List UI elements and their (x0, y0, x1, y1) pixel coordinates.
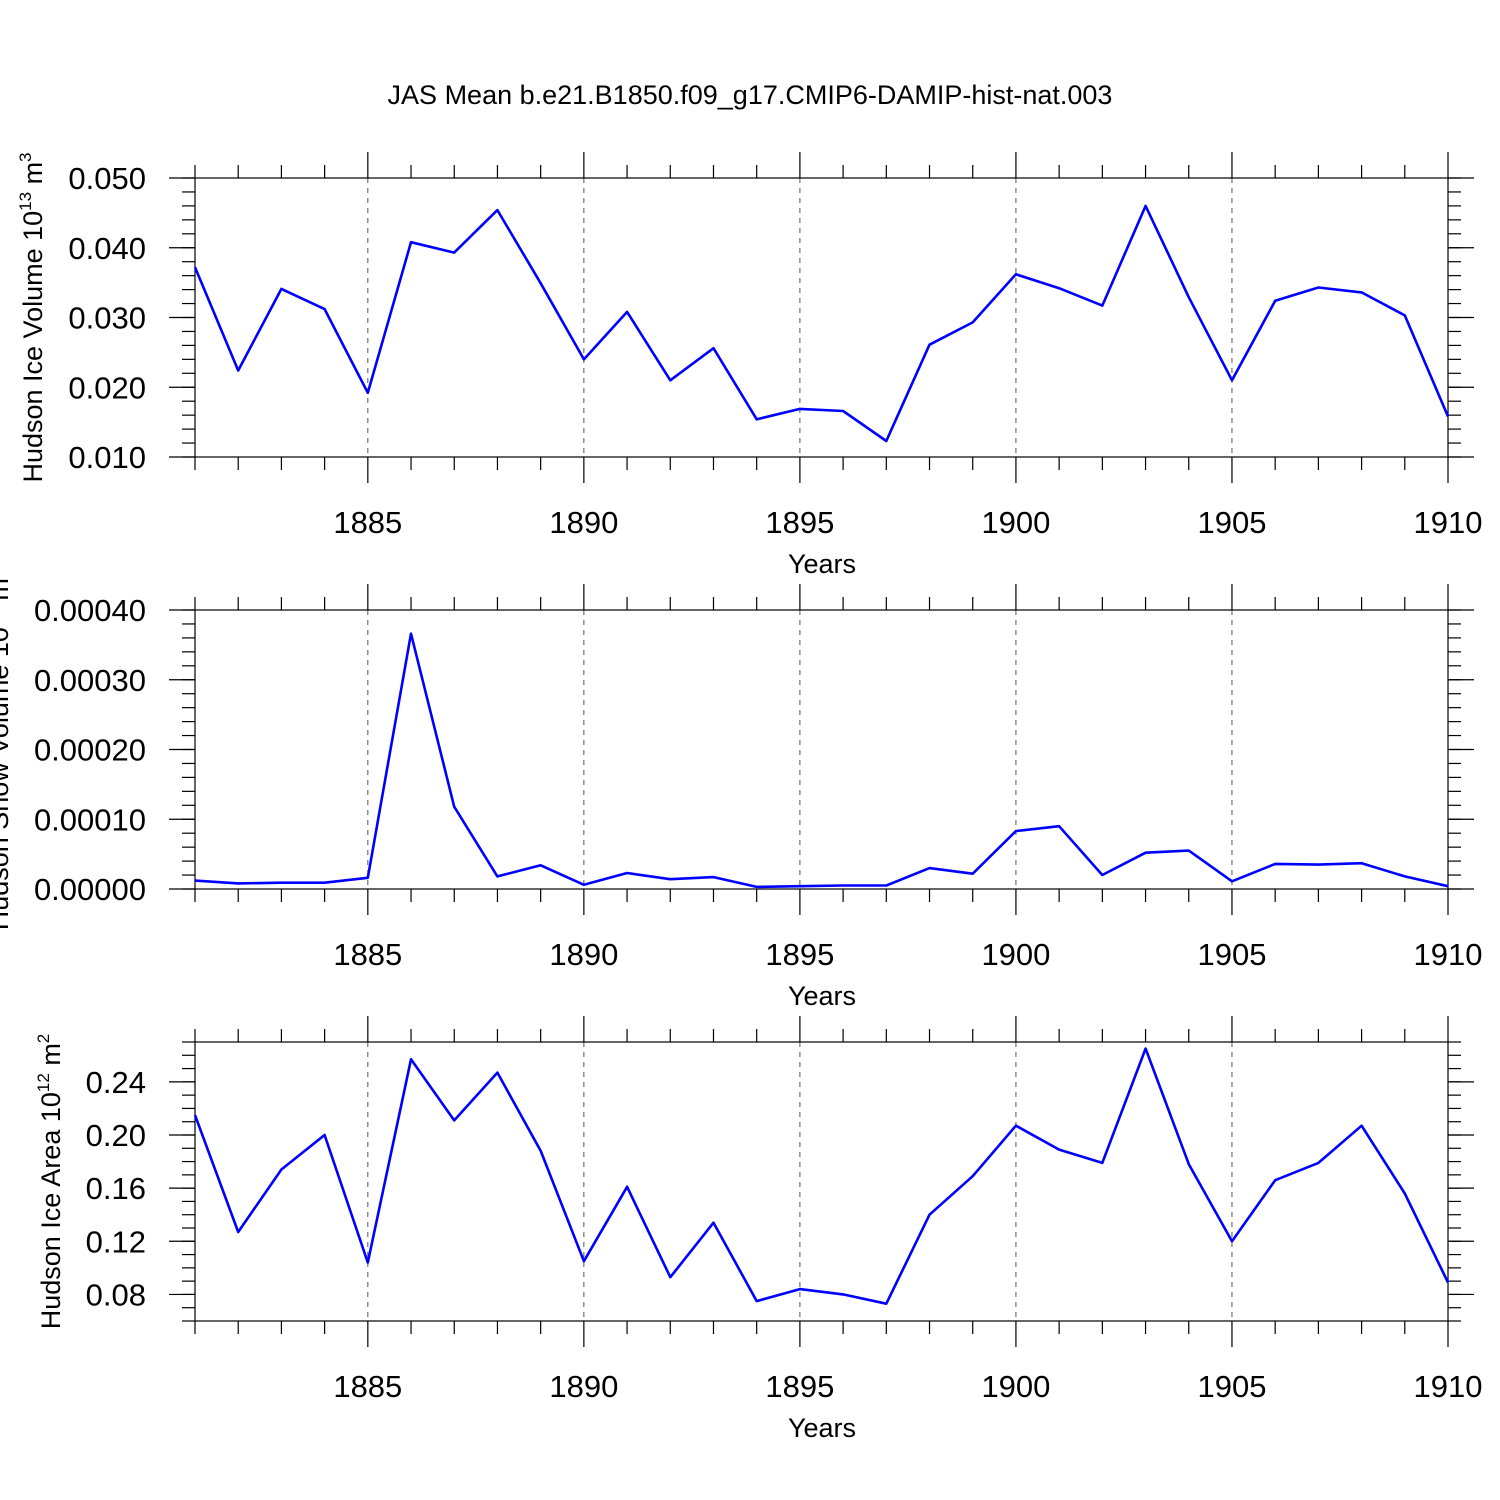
y-axis-label-unit: m (36, 1043, 66, 1073)
series-line (194, 632, 1449, 889)
y-tick-label: 0.16 (86, 1171, 146, 1206)
x-tick-label: 1900 (981, 937, 1050, 972)
chart-title: JAS Mean b.e21.B1850.f09_g17.CMIP6-DAMIP… (388, 80, 1113, 110)
y-axis-label-exponent: 13 (16, 192, 35, 211)
x-tick-label: 1895 (765, 937, 834, 972)
y-axis-label: Hudson Ice Area 1012 m2 (34, 1034, 66, 1330)
x-tick-label: 1900 (981, 505, 1050, 540)
y-tick-label: 0.00000 (34, 872, 146, 907)
x-tick-label: 1910 (1414, 1369, 1483, 1404)
y-axis-label-unit: m (0, 578, 14, 608)
y-axis-label-text: Hudson Snow Volume 10 (0, 627, 14, 930)
panel-ice-volume: 0.010 0.020 0.030 0.040 0.050 1885 1890 1895 190… (16, 152, 1482, 579)
panel-snow-volume: 0.00000 0.00010 0.00020 0.00030 0.00040 1885 1… (0, 569, 1482, 1011)
x-axis-label: Years (788, 549, 856, 579)
series-line (193, 204, 1450, 443)
x-tick-label: 1910 (1414, 505, 1483, 540)
y-tick-label: 0.24 (86, 1065, 146, 1100)
plot-frame (194, 1041, 1449, 1322)
x-tick-label: 1905 (1197, 505, 1266, 540)
y-axis-label-unit-exponent: 3 (0, 569, 1, 578)
y-tick-label: 0.020 (68, 370, 146, 405)
y-tick-label: 0.08 (86, 1277, 146, 1312)
x-tick-label: 1905 (1197, 1369, 1266, 1404)
x-tick-label: 1895 (765, 1369, 834, 1404)
y-tick-label: 0.010 (68, 440, 146, 475)
plot-frame (194, 609, 1449, 890)
y-axis-label-text: Hudson Ice Area 10 (36, 1092, 66, 1329)
y-axis-label-unit-exponent: 3 (16, 152, 35, 161)
x-tick-label: 1885 (333, 1369, 402, 1404)
y-tick-label: 0.00040 (34, 593, 146, 628)
y-tick-label: 0.030 (68, 301, 146, 336)
plot-frame (194, 177, 1449, 458)
x-tick-label: 1890 (549, 1369, 618, 1404)
x-tick-label: 1905 (1197, 937, 1266, 972)
series-line (193, 1047, 1450, 1305)
panel-ice-area: 0.08 0.12 0.16 0.20 0.24 1885 1890 1895 1900 1905… (34, 1016, 1482, 1443)
y-axis-label-exponent: 12 (34, 1073, 53, 1092)
y-axis-label-text: Hudson Ice Volume 10 (18, 211, 48, 483)
x-tick-label: 1885 (333, 505, 402, 540)
y-axis-label-unit-exponent: 2 (34, 1034, 53, 1043)
y-tick-label: 0.00020 (34, 733, 146, 768)
x-tick-label: 1910 (1414, 937, 1483, 972)
x-tick-label: 1890 (549, 937, 618, 972)
y-axis-label-exponent: 13 (0, 608, 1, 627)
x-axis-label: Years (788, 981, 856, 1011)
y-tick-label: 0.12 (86, 1224, 146, 1259)
y-tick-label: 0.00030 (34, 663, 146, 698)
y-tick-label: 0.20 (86, 1118, 146, 1153)
y-tick-label: 0.050 (68, 161, 146, 196)
y-axis-label: Hudson Snow Volume 1013 m3 (0, 569, 14, 931)
x-tick-label: 1885 (333, 937, 402, 972)
x-tick-label: 1890 (549, 505, 618, 540)
x-axis-label: Years (788, 1413, 856, 1443)
y-axis-label-unit: m (18, 162, 48, 192)
x-tick-label: 1900 (981, 1369, 1050, 1404)
y-tick-label: 0.00010 (34, 802, 146, 837)
y-axis-label: Hudson Ice Volume 1013 m3 (16, 152, 48, 482)
x-tick-label: 1895 (765, 505, 834, 540)
y-tick-label: 0.040 (68, 231, 146, 266)
